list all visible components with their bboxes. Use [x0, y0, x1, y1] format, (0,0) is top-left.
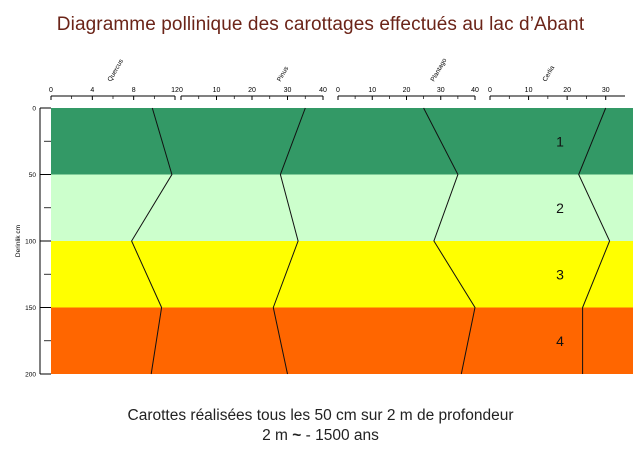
panel-tick-label: 30	[602, 87, 610, 94]
caption-line-1: Carottes réalisées tous les 50 cm sur 2 …	[127, 407, 514, 424]
taxon-label-pinus: Pinus	[276, 65, 291, 83]
zone-label-1: 1	[556, 133, 564, 149]
zone-band-1	[51, 108, 633, 175]
panel-tick-label: 0	[49, 87, 53, 94]
depth-axis-label: Derinlik cm	[15, 225, 22, 257]
zone-band-4	[51, 307, 633, 374]
panel-tick-label: 8	[132, 87, 136, 94]
curve-pinus	[272, 107, 306, 375]
panel-tick-label: 4	[90, 87, 94, 94]
zone-label-3: 3	[556, 266, 564, 282]
panel-tick-label: 20	[563, 87, 571, 94]
curve-plantago	[423, 107, 476, 375]
panel-tick-label: 10	[368, 87, 376, 94]
zone-label-4: 4	[556, 333, 564, 349]
chart-title: Diagramme pollinique des carottages effe…	[56, 14, 585, 35]
depth-tick-label-2: 100	[25, 239, 36, 246]
depth-tick-label-4: 200	[25, 372, 36, 379]
depth-tick-label-0: 0	[32, 106, 36, 113]
caption-depth: 2 m	[262, 427, 288, 444]
zone-label-2: 2	[556, 200, 564, 216]
depth-tick-label-1: 50	[29, 172, 37, 179]
panel-tick-label: 0	[488, 87, 492, 94]
taxon-label-quercus: Quercus	[107, 58, 126, 83]
panel-tick-label: 30	[284, 87, 292, 94]
curve-quercus	[131, 107, 173, 375]
panel-tick-label: 30	[437, 87, 445, 94]
curve-cerlia	[578, 107, 611, 374]
taxon-label-cerlia: Cerlia	[542, 64, 557, 83]
zone-band-3	[51, 241, 633, 308]
caption-approx-symbol: ~	[292, 427, 302, 444]
panel-tick-label: 10	[213, 87, 221, 94]
panel-tick-label: 0	[336, 87, 340, 94]
taxon-label-plantago: Plantago	[430, 57, 449, 83]
caption-line-2: 2 m ~ - 1500 ans	[0, 426, 641, 446]
zone-band-2	[51, 174, 633, 241]
panel-tick-label: 40	[319, 87, 327, 94]
panel-tick-label: 20	[403, 87, 411, 94]
depth-tick-label-3: 150	[25, 305, 36, 312]
caption: Carottes réalisées tous les 50 cm sur 2 …	[0, 406, 641, 446]
caption-age: - 1500 ans	[305, 427, 379, 444]
panel-tick-label: 10	[525, 87, 533, 94]
panel-tick-label: 12	[171, 87, 179, 94]
panel-tick-label: 20	[248, 87, 256, 94]
panel-tick-label: 40	[471, 87, 479, 94]
panel-tick-label: 0	[179, 87, 183, 94]
